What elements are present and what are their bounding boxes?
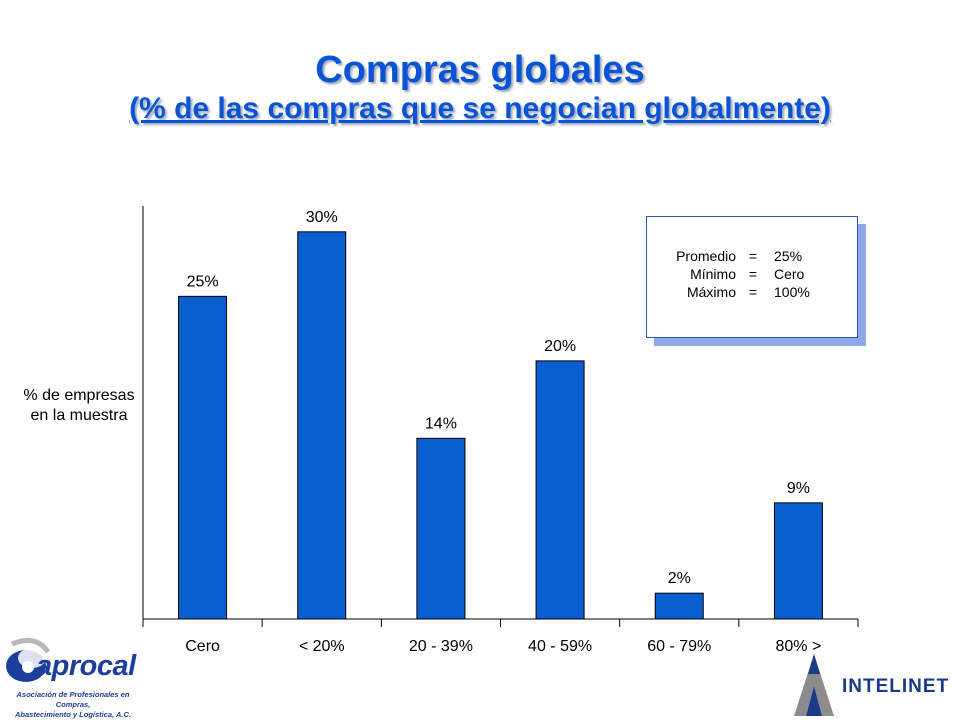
aprocal-wordmark: aprocal bbox=[36, 650, 136, 682]
bar bbox=[535, 360, 585, 620]
page-subtitle: (% de las compras que se negocian global… bbox=[129, 92, 831, 125]
stats-label: Mínimo bbox=[690, 266, 736, 282]
stats-row-maximo: Máximo = 100% bbox=[663, 283, 834, 301]
bar bbox=[178, 295, 228, 620]
y-axis-label-line-2: en la muestra bbox=[30, 407, 128, 424]
aprocal-caption-line-1: Asociación de Profesionales en Compras, bbox=[16, 690, 130, 709]
page-title: Compras globales bbox=[315, 49, 645, 91]
data-label: 30% bbox=[306, 209, 338, 226]
aprocal-logo: aprocal Asociación de Profesionales en C… bbox=[2, 636, 144, 720]
aprocal-emblem-icon bbox=[6, 637, 51, 682]
intelinet-logo: INTELINET bbox=[790, 652, 956, 718]
aprocal-caption: Asociación de Profesionales en Compras, … bbox=[2, 690, 144, 720]
stats-equals: = bbox=[748, 266, 758, 282]
aprocal-caption-line-2: Abastecimiento y Logística, A.C. bbox=[15, 710, 131, 719]
data-label: 2% bbox=[668, 570, 691, 587]
y-axis-label: % de empresas en la muestra bbox=[16, 386, 142, 426]
stats-table: Promedio = 25% Mínimo = Cero Máximo = 10… bbox=[663, 247, 834, 301]
bar bbox=[297, 231, 347, 620]
stats-label: Máximo bbox=[686, 284, 736, 300]
bar bbox=[654, 592, 704, 620]
x-tick-label: 80% > bbox=[776, 638, 822, 655]
x-tick-label: < 20% bbox=[299, 638, 345, 655]
x-tick-label: 40 - 59% bbox=[528, 638, 592, 655]
stats-value: 100% bbox=[774, 284, 810, 300]
title-block: Compras globales (% de las compras que s… bbox=[0, 48, 960, 126]
stats-equals: = bbox=[748, 284, 758, 300]
bar bbox=[416, 437, 466, 620]
data-label: 25% bbox=[187, 273, 219, 290]
intelinet-emblem-icon bbox=[794, 654, 834, 716]
bar bbox=[773, 502, 823, 620]
stats-box: Promedio = 25% Mínimo = Cero Máximo = 10… bbox=[646, 216, 858, 338]
x-tick-label: 20 - 39% bbox=[409, 638, 473, 655]
stats-equals: = bbox=[748, 248, 758, 264]
x-tick-label: Cero bbox=[185, 638, 220, 655]
intelinet-wordmark: INTELINET bbox=[842, 676, 950, 697]
stats-row-promedio: Promedio = 25% bbox=[663, 247, 834, 265]
stats-value: Cero bbox=[774, 266, 805, 282]
data-label: 9% bbox=[787, 480, 810, 497]
stats-row-minimo: Mínimo = Cero bbox=[663, 265, 834, 283]
stats-value: 25% bbox=[774, 248, 803, 264]
stats-label: Promedio bbox=[676, 248, 736, 264]
y-axis-label-line-1: % de empresas bbox=[23, 387, 135, 404]
data-label: 20% bbox=[544, 338, 576, 355]
x-tick-label: 60 - 79% bbox=[647, 638, 711, 655]
data-label: 14% bbox=[425, 415, 457, 432]
